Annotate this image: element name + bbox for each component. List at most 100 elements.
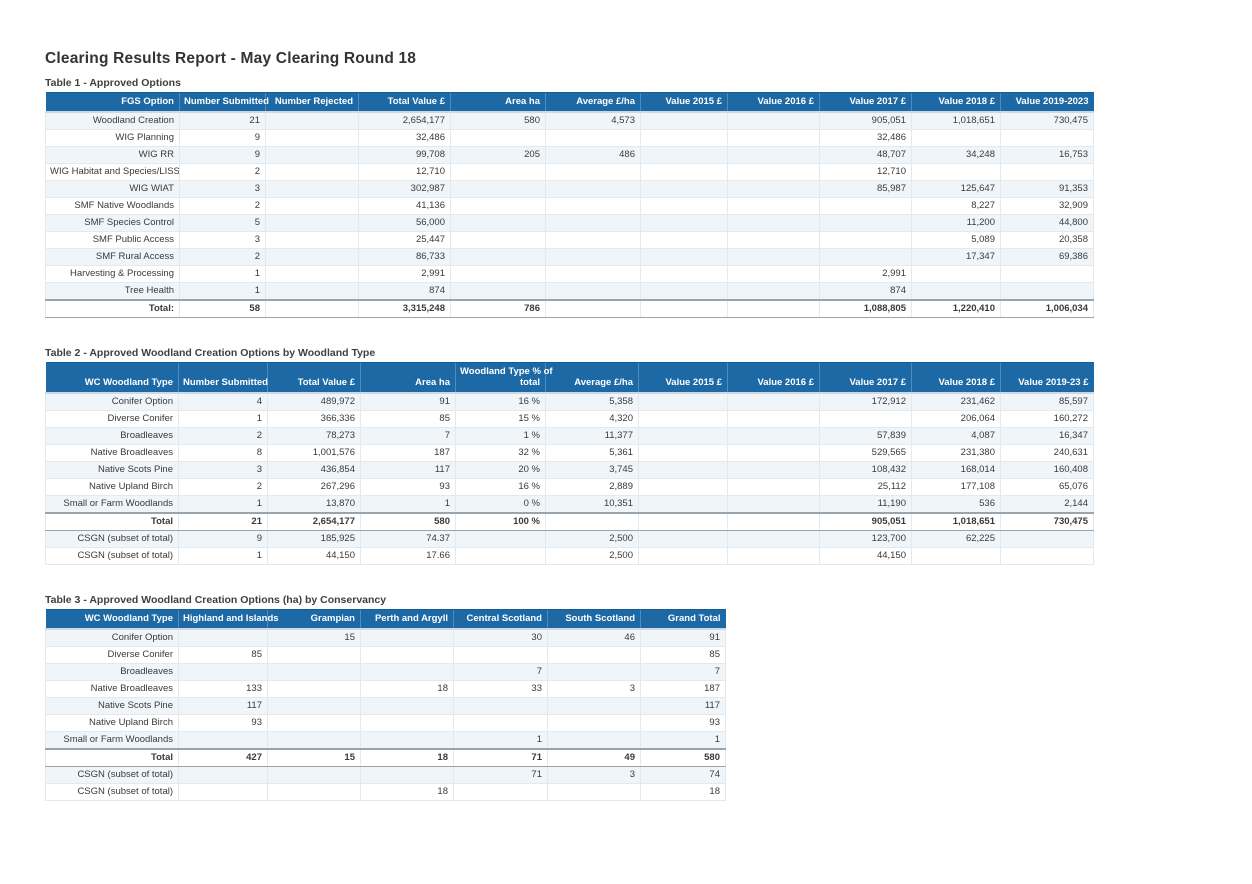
- value-cell: 4,573: [545, 111, 641, 130]
- value-cell: 4,320: [545, 410, 639, 428]
- value-cell: 580: [360, 512, 456, 531]
- value-cell: [640, 299, 728, 318]
- value-cell: 3: [547, 680, 641, 698]
- value-cell: 786: [450, 299, 546, 318]
- value-cell: 100 %: [455, 512, 546, 531]
- column-header: Value 2016 £: [727, 92, 820, 113]
- value-cell: [360, 731, 454, 750]
- table-row: Native Broadleaves 133 18 33 3 187: [45, 680, 726, 698]
- value-cell: 205: [450, 146, 546, 164]
- column-header: Value 2019-23 £: [1000, 362, 1094, 394]
- value-cell: [450, 282, 546, 301]
- header-row: FGS Option Number Submitted Number Rejecte…: [45, 92, 1094, 113]
- value-cell: 11,377: [545, 427, 639, 445]
- value-cell: [545, 129, 641, 147]
- value-cell: 905,051: [819, 512, 912, 531]
- table-3-caption: Table 3 - Approved Woodland Creation Opt…: [45, 594, 387, 606]
- column-header: Value 2015 £: [638, 362, 728, 394]
- value-cell: 1: [179, 265, 266, 283]
- value-cell: [267, 663, 361, 681]
- column-header: Value 2015 £: [640, 92, 728, 113]
- value-cell: 71: [453, 748, 548, 767]
- value-cell: [265, 265, 359, 283]
- value-cell: 86,733: [358, 248, 451, 266]
- value-cell: 1: [640, 731, 726, 750]
- value-cell: 905,051: [819, 111, 912, 130]
- value-cell: [178, 766, 268, 784]
- value-cell: 7: [453, 663, 548, 681]
- value-cell: [819, 214, 912, 232]
- table-row: WIG Planning 9 32,486 32,486: [45, 129, 1094, 147]
- value-cell: 44,150: [819, 547, 912, 565]
- value-cell: [547, 731, 641, 750]
- value-cell: 9: [179, 129, 266, 147]
- value-cell: 3: [179, 231, 266, 249]
- value-cell: 17,347: [911, 248, 1001, 266]
- value-cell: 536: [911, 495, 1001, 514]
- value-cell: 91: [360, 392, 456, 411]
- value-cell: 32 %: [455, 444, 546, 462]
- value-cell: [265, 111, 359, 130]
- value-cell: 874: [358, 282, 451, 301]
- value-cell: [265, 248, 359, 266]
- value-cell: 125,647: [911, 180, 1001, 198]
- value-cell: 168,014: [911, 461, 1001, 479]
- column-header: Value 2019-2023: [1000, 92, 1094, 113]
- value-cell: 11,200: [911, 214, 1001, 232]
- value-cell: 2: [179, 248, 266, 266]
- value-cell: [1000, 530, 1094, 548]
- value-cell: 1: [453, 731, 548, 750]
- value-cell: 2,991: [358, 265, 451, 283]
- value-cell: 3: [179, 180, 266, 198]
- total-row: Total 21 2,654,177 580 100 % 905,051 1,018,651…: [45, 512, 1094, 531]
- value-cell: [267, 766, 361, 784]
- value-cell: 5,361: [545, 444, 639, 462]
- value-cell: 117: [360, 461, 456, 479]
- value-cell: 5,358: [545, 392, 639, 411]
- value-cell: [727, 444, 820, 462]
- row-label: Native Broadleaves: [45, 444, 179, 462]
- value-cell: 49: [547, 748, 641, 767]
- value-cell: [265, 299, 359, 318]
- value-cell: [640, 129, 728, 147]
- column-header: Area ha: [360, 362, 456, 394]
- value-cell: [638, 512, 728, 531]
- table-row: SMF Public Access 3 25,447 5,089 20,358: [45, 231, 1094, 249]
- value-cell: [547, 697, 641, 715]
- row-label: Native Upland Birch: [45, 714, 179, 732]
- value-cell: [547, 646, 641, 664]
- value-cell: [453, 714, 548, 732]
- value-cell: [640, 282, 728, 301]
- value-cell: 18: [640, 783, 726, 801]
- column-header: Value 2018 £: [911, 92, 1001, 113]
- table-1-approved-options-section: Table 1 - Approved Options FGS Option Num…: [45, 77, 1252, 318]
- row-label: Small or Farm Woodlands: [45, 731, 179, 750]
- table-row: Conifer Option 15 30 46 91: [45, 628, 726, 647]
- value-cell: [265, 129, 359, 147]
- value-cell: 44,800: [1000, 214, 1094, 232]
- value-cell: [178, 731, 268, 750]
- value-cell: 16,753: [1000, 146, 1094, 164]
- column-header: Average £/ha: [545, 92, 641, 113]
- value-cell: [727, 461, 820, 479]
- value-cell: 2: [178, 427, 268, 445]
- value-cell: 185,925: [267, 530, 361, 548]
- column-header: Number Submitted: [179, 92, 269, 113]
- value-cell: [1000, 129, 1094, 147]
- table-row: CSGN (subset of total) 9 185,925 74.37 2,500…: [45, 530, 1094, 548]
- column-header: Highland and Islands: [178, 609, 279, 630]
- table-row: Native Broadleaves 8 1,001,576 187 32 % 5,361…: [45, 444, 1094, 462]
- value-cell: [727, 180, 820, 198]
- value-cell: 240,631: [1000, 444, 1094, 462]
- value-cell: [638, 444, 728, 462]
- value-cell: [545, 299, 641, 318]
- column-header: Value 2017 £: [819, 92, 912, 113]
- value-cell: 133: [178, 680, 268, 698]
- row-label: Broadleaves: [45, 427, 179, 445]
- column-header: Number Rejected: [265, 92, 359, 113]
- table-1-caption: Table 1 - Approved Options: [45, 77, 181, 89]
- value-cell: [727, 231, 820, 249]
- table-row: CSGN (subset of total) 71 3 74: [45, 766, 726, 784]
- value-cell: [1000, 547, 1094, 565]
- value-cell: 9: [179, 146, 266, 164]
